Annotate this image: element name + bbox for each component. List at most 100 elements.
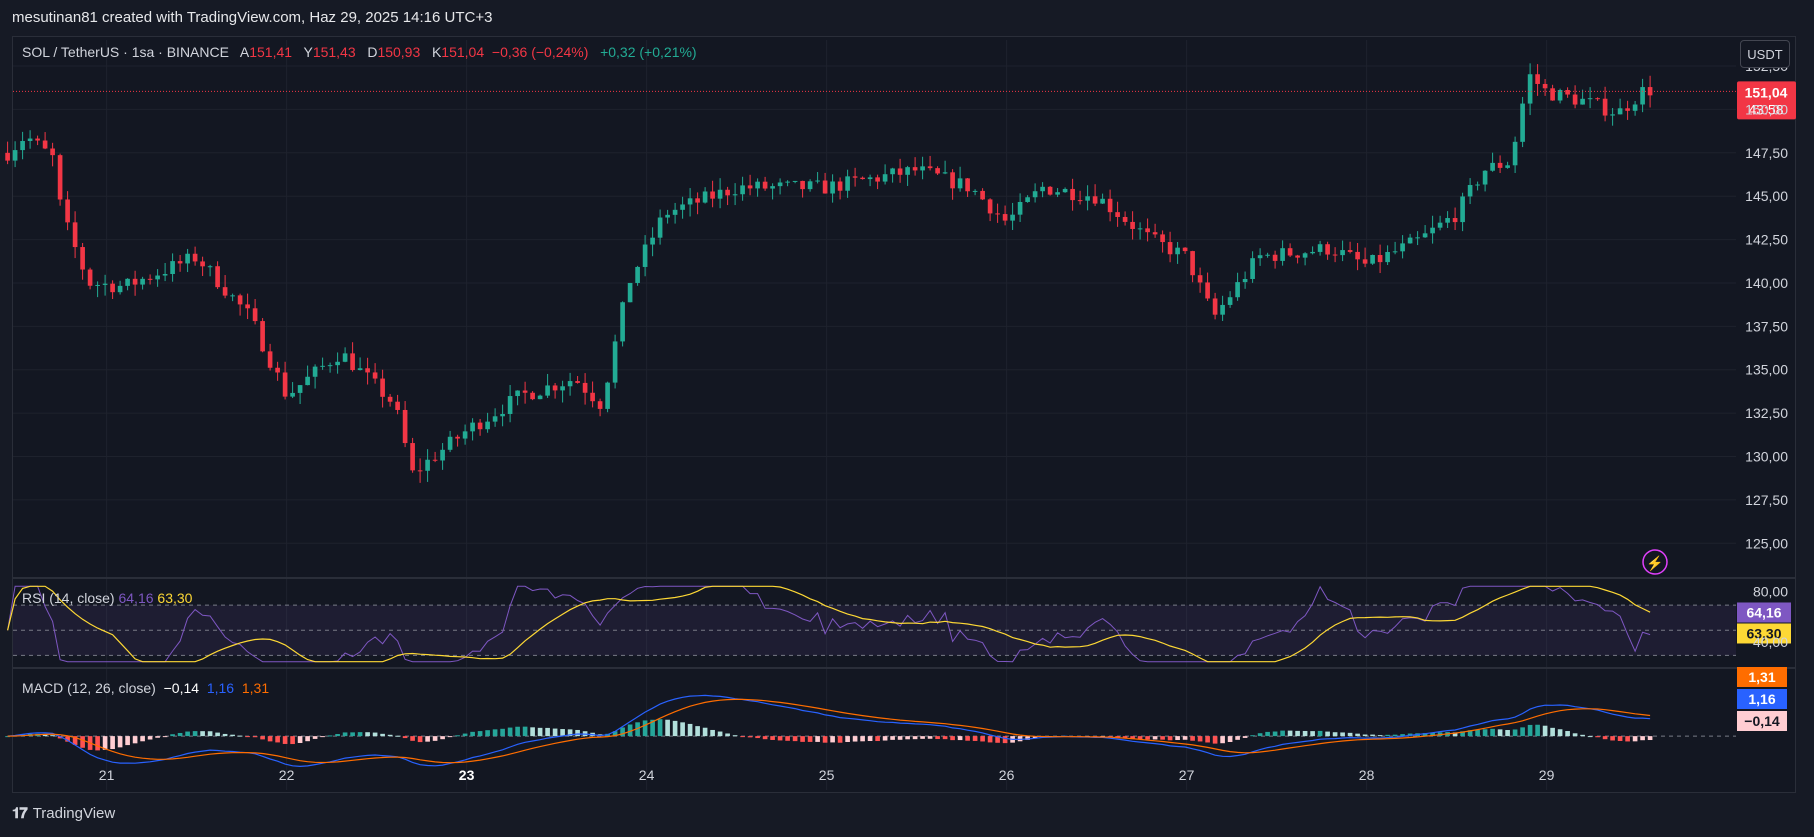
candle-up — [770, 186, 775, 189]
macd-histogram-bar — [297, 736, 303, 743]
macd-histogram-bar — [942, 736, 948, 740]
macd-histogram-bar — [537, 727, 543, 737]
macd-histogram-bar — [920, 736, 925, 739]
candle-up — [425, 459, 430, 471]
candle-down — [1572, 94, 1578, 105]
macd-histogram-bar — [380, 733, 385, 737]
macd-histogram-bar — [1497, 729, 1503, 737]
macd-histogram-bar — [462, 733, 468, 737]
candle-down — [267, 351, 273, 368]
macd-histogram-bar — [1400, 734, 1405, 737]
macd-hist-badge-label: −0,14 — [1744, 713, 1780, 729]
rsi-value: 64,16 — [118, 590, 154, 606]
candle-up — [95, 284, 100, 286]
candle-up — [290, 392, 295, 397]
candle-up — [117, 285, 123, 293]
rsi-value-badge-label: 64,16 — [1746, 604, 1781, 620]
chart-frame[interactable] — [12, 36, 1796, 793]
macd-histogram-bar — [882, 736, 888, 741]
candle-down — [80, 247, 85, 270]
candle-down — [1535, 74, 1540, 84]
macd-label[interactable]: MACD (12, 26, close) — [22, 680, 156, 696]
time-tick-label: 26 — [999, 767, 1015, 783]
macd-histogram-bar — [417, 736, 423, 743]
macd-histogram-bar — [1025, 736, 1030, 740]
macd-histogram-bar — [620, 727, 625, 737]
candle-up — [890, 168, 895, 175]
candle-up — [1505, 165, 1510, 168]
macd-histogram-bar — [245, 736, 250, 738]
candle-up — [1415, 237, 1420, 239]
footer-brand: 𝟏𝟕 TradingView — [12, 805, 115, 822]
candle-up — [1137, 228, 1143, 230]
candle-up — [507, 396, 513, 414]
candle-up — [440, 449, 445, 461]
close-value: 151,04 — [441, 44, 485, 60]
candle-down — [995, 213, 1000, 215]
candle-down — [965, 178, 970, 192]
macd-histogram-bar — [725, 733, 730, 737]
candle-up — [1100, 198, 1105, 204]
macd-histogram-bar — [792, 736, 798, 742]
macd-histogram-bar — [957, 736, 963, 741]
macd-histogram-bar — [95, 736, 100, 751]
candle-up — [1407, 237, 1413, 244]
candle-down — [1167, 242, 1173, 255]
candle-up — [1490, 162, 1495, 171]
candle-up — [327, 365, 333, 367]
macd-histogram-bar — [440, 736, 445, 740]
macd-histogram-bar — [830, 736, 835, 743]
candle-down — [1355, 251, 1360, 260]
candle-up — [785, 181, 790, 183]
macd-histogram-bar — [755, 736, 760, 739]
candle-down — [177, 261, 183, 264]
symbol-info[interactable]: SOL / TetherUS · 1sa · BINANCE — [22, 44, 229, 60]
candle-down — [1602, 98, 1608, 116]
candle-down — [590, 392, 595, 402]
extra-change-value: +0,32 (+0,21%) — [600, 44, 697, 60]
macd-histogram-bar — [665, 719, 670, 737]
currency-button[interactable]: USDT — [1740, 40, 1790, 68]
macd-histogram-bar — [395, 735, 400, 737]
macd-histogram-bar — [275, 736, 280, 743]
macd-histogram-bar — [1422, 733, 1428, 737]
candle-up — [500, 413, 505, 417]
open-label: A — [239, 44, 250, 60]
macd-histogram-bar — [717, 731, 723, 737]
candle-up — [335, 361, 340, 366]
candle-down — [50, 148, 55, 156]
candle-up — [1235, 282, 1240, 298]
macd-histogram-bar — [1370, 734, 1375, 737]
macd-histogram-bar — [710, 729, 715, 737]
macd-histogram-bar — [1587, 736, 1593, 738]
macd-histogram-bar — [1295, 730, 1300, 737]
candle-up — [650, 237, 655, 245]
macd-histogram-bar — [927, 736, 933, 739]
macd-histogram-bar — [627, 724, 633, 737]
candle-up — [672, 209, 678, 215]
rsi-label[interactable]: RSI (14, close) — [22, 590, 115, 606]
macd-histogram-bar — [1317, 730, 1323, 737]
candle-down — [35, 138, 40, 141]
candle-up — [1017, 201, 1023, 215]
candle-down — [1145, 228, 1150, 233]
macd-histogram-bar — [987, 736, 993, 743]
candle-up — [792, 180, 798, 182]
candle-down — [897, 168, 903, 175]
macd-histogram-bar — [822, 736, 828, 743]
macd-histogram-bar — [432, 736, 438, 741]
candle-up — [1062, 188, 1068, 193]
candle-up — [642, 244, 648, 267]
macd-histogram-bar — [800, 736, 805, 742]
candle-down — [1122, 216, 1128, 222]
candle-down — [132, 278, 138, 285]
macd-histogram-bar — [132, 736, 138, 744]
candle-down — [710, 191, 715, 199]
macd-histogram-bar — [965, 736, 970, 741]
macd-histogram-bar — [387, 734, 393, 737]
macd-histogram-bar — [1002, 736, 1008, 744]
candle-up — [1317, 244, 1323, 252]
macd-histogram-bar — [1227, 736, 1233, 742]
candle-down — [987, 199, 993, 214]
